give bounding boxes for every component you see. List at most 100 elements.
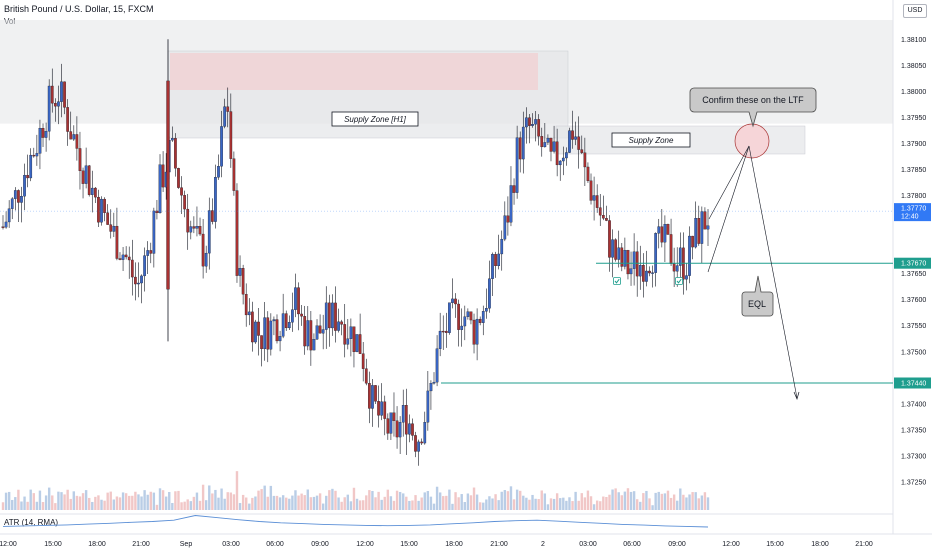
volume-bar: [217, 497, 220, 510]
volume-bar: [494, 494, 497, 510]
volume-bar: [694, 492, 697, 510]
volume-bar: [555, 493, 559, 510]
volume-bar: [134, 491, 137, 510]
price-axis: 1.38100 1.38050 1.38000 1.37950 1.37900 1.378…: [901, 37, 926, 487]
volume-bar: [608, 494, 611, 510]
candle-body: [340, 321, 343, 325]
candle-body: [229, 111, 233, 159]
candle-body: [26, 174, 29, 179]
candle-body: [232, 158, 236, 191]
volume-bar: [562, 497, 565, 510]
volume-bar: [26, 501, 29, 510]
volume-bar: [417, 500, 420, 510]
volume-bar: [312, 496, 316, 510]
candle-body: [435, 348, 439, 383]
volume-bar: [337, 497, 340, 510]
volume-bar: [131, 495, 134, 510]
volume-bar: [485, 499, 488, 510]
candle-body: [632, 251, 636, 269]
candle-body: [72, 134, 76, 140]
candle-body: [4, 221, 8, 228]
volume-bar: [146, 494, 149, 510]
candle-body: [583, 152, 587, 168]
y-tick-label: 1.37950: [901, 115, 926, 122]
volume-bar: [679, 488, 682, 510]
level-tag: [894, 257, 931, 269]
candle-body: [534, 119, 537, 125]
candle-body: [13, 190, 17, 199]
candle-body: [1, 226, 5, 228]
arrow-head: [793, 391, 800, 401]
volume-bar: [155, 504, 159, 510]
volume-bar: [340, 501, 343, 510]
volume-bar: [189, 501, 192, 510]
candle-body: [574, 136, 577, 140]
candle-body: [666, 224, 670, 235]
candle-body: [364, 368, 368, 384]
candle-body: [657, 226, 661, 234]
candle-body: [654, 233, 658, 273]
candle-body: [525, 117, 528, 128]
volume-bar: [1, 502, 5, 510]
candle-body: [355, 334, 359, 352]
candle-body: [137, 282, 140, 285]
candle-body: [361, 353, 365, 369]
candle-body: [371, 385, 374, 409]
volume-bar: [700, 495, 704, 510]
volume-bar: [402, 493, 405, 510]
volume-bar: [525, 497, 528, 510]
volume-bar: [168, 492, 171, 510]
x-tick-label: 15:00: [44, 541, 62, 548]
volume-bar: [577, 500, 580, 510]
volume-bar: [672, 494, 676, 510]
candle-body: [134, 276, 137, 285]
volume-bar: [112, 499, 116, 510]
candle-body: [515, 137, 519, 193]
y-tick-label: 1.38000: [901, 89, 926, 96]
volume-bar: [275, 495, 279, 510]
volume-bar: [589, 496, 593, 510]
volume-bar: [72, 491, 76, 510]
currency-button[interactable]: USD: [903, 4, 927, 18]
candle-body: [506, 215, 510, 223]
candle-body: [614, 239, 617, 260]
candle-body: [303, 316, 307, 347]
candle-body: [685, 275, 688, 280]
volume-bar: [543, 493, 547, 510]
volume-bar: [57, 491, 60, 510]
y-tick-label: 1.37350: [901, 427, 926, 434]
candle-body: [284, 313, 288, 329]
volume-bar: [592, 504, 596, 510]
volume-bar: [445, 495, 448, 510]
x-tick-label: 2: [541, 541, 545, 548]
volume-bar: [355, 498, 359, 510]
candle-body: [324, 302, 328, 330]
candle-body: [318, 325, 322, 334]
volume-bar: [183, 501, 186, 510]
candle-body: [408, 423, 411, 435]
candle-body: [195, 226, 199, 229]
volume-bar: [583, 497, 587, 510]
volume-bar: [571, 501, 574, 510]
x-tick-label: 18:00: [88, 541, 106, 548]
callout-bubble: [689, 87, 817, 128]
volume-bar: [546, 504, 550, 510]
candle-body: [571, 130, 574, 140]
candle-body: [577, 136, 581, 150]
volume-bar: [420, 497, 423, 510]
candle-body: [380, 401, 384, 416]
candle-body: [220, 126, 223, 167]
candle-body: [312, 339, 316, 351]
candle-body: [595, 195, 599, 208]
candle-body: [226, 106, 230, 112]
candle-body: [78, 148, 82, 171]
volume-bar: [158, 488, 162, 510]
volume-bar: [23, 496, 26, 510]
volume-bar: [349, 501, 353, 510]
atr-indicator-label[interactable]: ATR (14, RMA): [4, 518, 59, 527]
checkmark-stroke: [614, 278, 620, 284]
volume-bar: [537, 499, 540, 510]
atr-panel: [2, 515, 709, 528]
candle-body: [149, 250, 153, 254]
